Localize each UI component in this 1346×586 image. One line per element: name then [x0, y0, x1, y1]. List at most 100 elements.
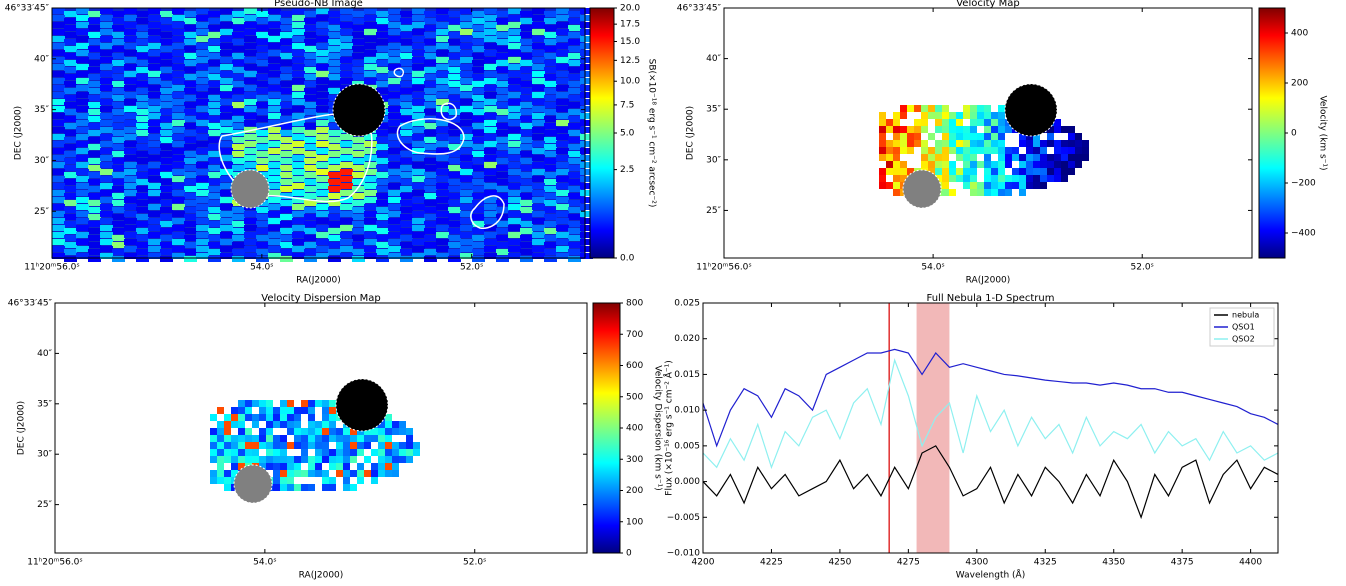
image-cell — [64, 32, 77, 38]
image-cell — [448, 242, 461, 248]
image-cell — [436, 246, 449, 252]
image-cell — [100, 43, 113, 49]
image-cell — [322, 449, 329, 456]
image-cell — [970, 189, 977, 196]
image-cell — [76, 190, 89, 196]
image-cell — [412, 78, 425, 84]
image-cell — [148, 36, 161, 42]
image-cell — [364, 57, 377, 63]
image-cell — [136, 39, 149, 45]
image-cell — [136, 67, 149, 73]
image-cell — [879, 119, 886, 126]
image-cell — [970, 168, 977, 175]
image-cell — [556, 148, 569, 154]
image-cell — [436, 239, 449, 245]
image-cell — [556, 183, 569, 189]
image-cell — [544, 74, 557, 80]
image-cell — [556, 120, 569, 126]
image-cell — [436, 8, 449, 14]
image-cell — [148, 176, 161, 182]
image-cell — [124, 183, 137, 189]
image-cell — [328, 130, 341, 136]
image-cell — [294, 463, 301, 470]
image-cell — [184, 137, 197, 143]
image-cell — [1075, 147, 1082, 154]
image-cell — [124, 71, 137, 77]
image-cell — [544, 116, 557, 122]
image-cell — [496, 88, 509, 94]
image-cell — [220, 15, 233, 21]
image-cell — [508, 232, 521, 238]
image-cell — [385, 442, 392, 449]
image-cell — [400, 179, 413, 185]
image-cell — [376, 137, 389, 143]
image-cell — [472, 256, 485, 262]
image-cell — [268, 8, 281, 14]
image-cell — [148, 148, 161, 154]
image-cell — [508, 15, 521, 21]
image-cell — [196, 92, 209, 98]
image-cell — [949, 119, 956, 126]
image-cell — [963, 140, 970, 147]
image-cell — [400, 193, 413, 199]
image-cell — [124, 162, 137, 168]
image-cell — [316, 8, 329, 14]
image-cell — [544, 60, 557, 66]
image-cell — [280, 25, 293, 31]
image-cell — [238, 400, 245, 407]
image-cell — [210, 435, 217, 442]
image-cell — [124, 64, 137, 70]
image-cell — [496, 221, 509, 227]
image-cell — [352, 179, 365, 185]
image-cell — [460, 8, 473, 14]
image-cell — [460, 99, 473, 105]
x-tick-label: 4375 — [1171, 558, 1194, 568]
image-cell — [88, 186, 101, 192]
image-cell — [928, 168, 935, 175]
image-cell — [568, 207, 581, 213]
image-cell — [244, 141, 257, 147]
image-cell — [136, 88, 149, 94]
image-cell — [580, 134, 593, 140]
image-cell — [352, 11, 365, 17]
image-cell — [436, 218, 449, 224]
image-cell — [252, 456, 259, 463]
image-cell — [315, 456, 322, 463]
image-cell — [124, 176, 137, 182]
image-cell — [304, 193, 317, 199]
image-cell — [328, 88, 341, 94]
image-cell — [580, 183, 593, 189]
image-cell — [208, 67, 221, 73]
image-cell — [376, 242, 389, 248]
image-cell — [963, 112, 970, 119]
image-cell — [352, 221, 365, 227]
image-cell — [448, 193, 461, 199]
image-cell — [1075, 140, 1082, 147]
image-cell — [376, 130, 389, 136]
image-cell — [268, 197, 281, 203]
image-cell — [220, 211, 233, 217]
image-cell — [1026, 175, 1033, 182]
image-cell — [532, 183, 545, 189]
image-cell — [1075, 133, 1082, 140]
image-cell — [544, 186, 557, 192]
image-cell — [508, 78, 521, 84]
image-cell — [329, 477, 336, 484]
image-cell — [352, 60, 365, 66]
image-cell — [64, 109, 77, 115]
image-cell — [301, 442, 308, 449]
image-cell — [484, 225, 497, 231]
image-cell — [112, 158, 125, 164]
image-cell — [256, 11, 269, 17]
image-cell — [268, 141, 281, 147]
image-cell — [208, 221, 221, 227]
image-cell — [580, 113, 593, 119]
image-cell — [914, 119, 921, 126]
image-cell — [400, 46, 413, 52]
image-cell — [343, 442, 350, 449]
image-cell — [472, 123, 485, 129]
colorbar-tick-label: 20.0 — [620, 4, 640, 14]
image-cell — [184, 39, 197, 45]
image-cell — [568, 228, 581, 234]
image-cell — [294, 428, 301, 435]
